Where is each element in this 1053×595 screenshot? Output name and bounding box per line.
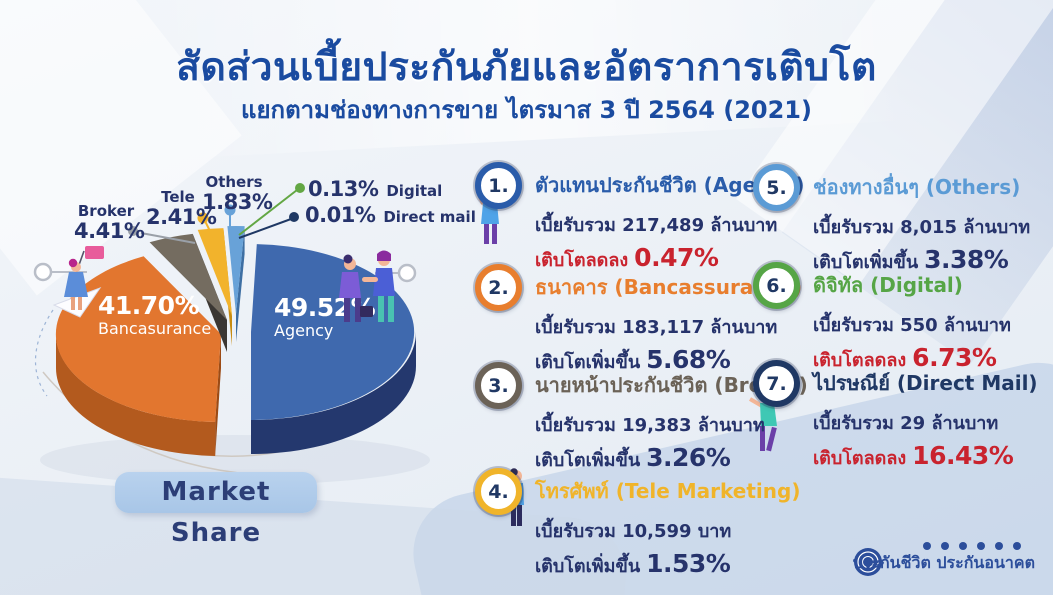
label-broker: Broker 4.41% xyxy=(74,202,145,243)
person-flag-illustration xyxy=(52,246,104,318)
leader-line-digital xyxy=(238,189,298,236)
page-subtitle: แยกตามช่องทางการขาย ไตรมาส 3 ปี 2564 (20… xyxy=(241,96,812,124)
leader-line-broker xyxy=(140,232,196,244)
page-title: สัดส่วนเบี้ยประกันภัยและอัตราการเติบโต xyxy=(176,45,877,90)
channel-premium: เบี้ยรับรวม 29 ล้านบาท xyxy=(813,413,999,434)
label-directmail: 0.01% Direct mail xyxy=(305,203,476,227)
channel-item-directmail: 7. ไปรษณีย์ (Direct Mail) เบี้ยรับรวม 29… xyxy=(753,360,1053,472)
channel-growth: เติบโตลดลง 16.43% xyxy=(813,441,1014,470)
channel-number-badge: 6. xyxy=(753,262,800,309)
channel-growth: เติบโตเพิ่มขึ้น 3.26% xyxy=(535,443,731,472)
label-tele: Tele 2.41% xyxy=(146,188,217,229)
footer: ประกันชีวิต ประกันอนาคต xyxy=(815,535,1035,585)
slice-broker xyxy=(149,233,227,320)
slice-others-cut xyxy=(236,226,245,342)
slice-agency-wall xyxy=(251,332,416,454)
slice-bancassurance-wall xyxy=(55,334,216,456)
dots-decoration xyxy=(913,535,1021,554)
channel-premium: เบี้ยรับรวม 10,599 บาท xyxy=(535,521,732,542)
channel-item-digital: 6. ดิจิทัล (Digital) เบี้ยรับรวม 550 ล้า… xyxy=(753,262,1053,374)
channel-item-bancassurance: 2. ธนาคาร (Bancassurance) เบี้ยรับรวม 18… xyxy=(475,264,803,376)
channel-title: ธนาคาร (Bancassurance) xyxy=(535,275,803,299)
decorative-arc xyxy=(42,371,261,476)
channel-number-badge: 5. xyxy=(753,164,800,211)
channel-title: ตัวแทนประกันชีวิต (Agency) xyxy=(535,173,805,197)
channel-growth: เติบโตเพิ่มขึ้น 1.53% xyxy=(535,549,731,578)
channel-title: โทรศัพท์ (Tele Marketing) xyxy=(535,479,801,503)
channel-title: ไปรษณีย์ (Direct Mail) xyxy=(813,371,1038,395)
channel-number-badge: 4. xyxy=(475,468,522,515)
channel-premium: เบี้ยรับรวม 550 ล้านบาท xyxy=(813,315,1011,336)
channel-growth: เติบโตเพิ่มขึ้น 3.38% xyxy=(813,245,1009,274)
connector-circle xyxy=(397,263,417,283)
channel-item-broker: 3. นายหน้าประกันชีวิต (Broker) เบี้ยรับร… xyxy=(475,362,808,474)
leader-line-tele xyxy=(204,220,213,239)
channel-item-tele: 4. โทรศัพท์ (Tele Marketing) เบี้ยรับรวม… xyxy=(475,468,801,580)
label-bancassurance: 41.70% Bancasurance xyxy=(98,291,212,338)
channel-growth: เติบโตเพิ่มขึ้น 5.68% xyxy=(535,345,731,374)
channel-title: ดิจิทัล (Digital) xyxy=(813,273,963,297)
channel-premium: เบี้ยรับรวม 19,383 ล้านบาท xyxy=(535,415,765,436)
channel-growth: เติบโตลดลง 6.73% xyxy=(813,343,997,372)
slice-others xyxy=(227,225,245,314)
channel-number-badge: 1. xyxy=(475,162,522,209)
channel-premium: เบี้ยรับรวม 183,117 ล้านบาท xyxy=(535,317,778,338)
connector-circle xyxy=(33,262,53,282)
channel-growth: เติบโตลดลง 0.47% xyxy=(535,243,719,272)
leader-dot-directmail xyxy=(289,212,299,222)
channel-premium: เบี้ยรับรวม 217,489 ล้านบาท xyxy=(535,215,778,236)
slice-agency xyxy=(251,244,415,420)
leader-dot-broker xyxy=(128,226,138,236)
leader-dot-others xyxy=(224,204,236,216)
channel-premium: เบี้ยรับรวม 8,015 ล้านบาท xyxy=(813,217,1031,238)
slice-tele xyxy=(197,228,232,316)
channel-item-others: 5. ช่องทางอื่นๆ (Others) เบี้ยรับรวม 8,0… xyxy=(753,164,1053,276)
channel-number-badge: 3. xyxy=(475,362,522,409)
channel-number-badge: 2. xyxy=(475,264,522,311)
tlaa-logo-icon xyxy=(854,548,882,576)
channel-number-badge: 7. xyxy=(753,360,800,407)
people-handshake-illustration xyxy=(339,250,395,322)
leader-line-directmail xyxy=(238,218,292,239)
channel-title: ช่องทางอื่นๆ (Others) xyxy=(813,175,1021,199)
slice-bancassurance-cut xyxy=(215,334,221,456)
label-others: Others 1.83% xyxy=(202,173,273,214)
leader-dot-digital xyxy=(295,183,305,193)
label-digital: 0.13% Digital xyxy=(308,177,443,201)
channel-item-agency: 1. ตัวแทนประกันชีวิต (Agency) เบี้ยรับรว… xyxy=(475,162,805,274)
leader-dot-tele xyxy=(197,212,209,224)
market-share-badge: Market Share xyxy=(115,472,317,548)
slice-bancassurance xyxy=(55,256,221,422)
logo-text: ประกันชีวิต ประกันอนาคต xyxy=(852,553,1035,572)
channel-title: นายหน้าประกันชีวิต (Broker) xyxy=(535,373,808,397)
